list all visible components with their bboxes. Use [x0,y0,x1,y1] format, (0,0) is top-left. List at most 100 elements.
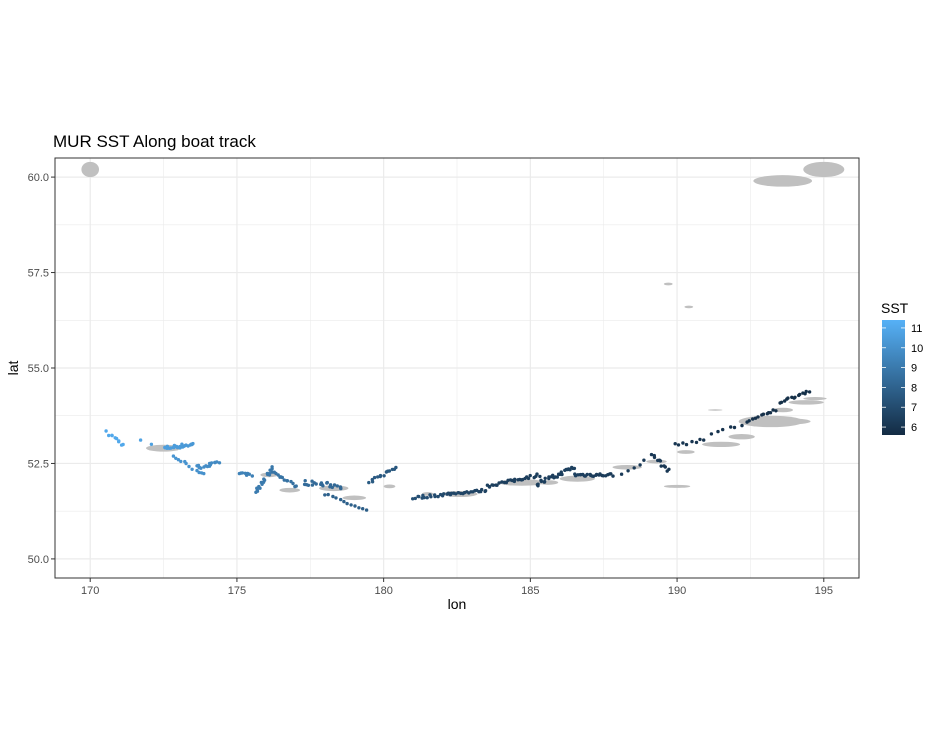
land-shape [279,487,301,493]
sst-point [110,433,114,438]
sst-point [330,485,334,490]
sst-point [285,479,290,483]
sst-point [694,440,699,445]
sst-point [681,441,685,445]
sst-point [367,480,371,485]
sst-point [422,495,426,500]
sst-point [114,436,119,441]
sst-point [345,501,349,506]
x-tick-label: 170 [81,585,99,597]
sst-point [560,472,564,477]
sst-point [353,504,357,508]
sst-point [310,483,315,487]
sst-point [332,483,337,487]
sst-point [442,492,446,496]
sst-point [247,472,251,476]
land-shape [684,305,694,309]
x-axis: 170 175 180 185 190 195 [81,578,833,597]
sst-point [417,494,421,499]
sst-point [240,471,245,475]
land-shape [728,434,755,440]
sst-point [169,446,173,450]
sst-point [721,427,725,432]
sst-point [138,438,143,442]
sst-point [255,489,260,493]
land-shape [663,484,691,488]
sst-point [807,390,812,394]
x-tick-label: 190 [668,585,686,597]
y-axis-title: lat [5,361,21,376]
legend-tick-label: 8 [911,382,917,394]
sst-point [495,483,499,487]
sst-point [282,478,286,482]
x-tick-label: 175 [228,585,246,597]
sst-point [334,496,338,500]
sst-point [178,444,182,449]
sst-point [104,429,108,433]
sst-point [357,506,361,510]
sst-point [804,389,808,394]
sst-point [659,464,663,468]
sst-point [543,476,547,480]
legend-colorbar [882,320,905,435]
sst-point [667,467,671,471]
legend-tick-label: 11 [911,323,922,335]
sst-point [585,472,589,477]
sst-point [497,481,501,485]
legend-tick-label: 7 [911,402,917,414]
sst-point [187,464,191,469]
sst-point [716,429,720,434]
sst-point [642,458,646,462]
y-tick-label: 57.5 [28,268,49,280]
land-shape [81,161,100,178]
sst-point [179,459,183,464]
y-tick-label: 50.0 [28,554,49,566]
sst-point [436,494,440,499]
sst-point [149,442,154,446]
sst-point [335,484,339,488]
sst-point [387,469,392,473]
legend-ticks: 6 7 8 9 10 11 [882,323,923,434]
y-tick-label: 60.0 [28,172,49,184]
sst-point [793,395,797,399]
sst-point [483,489,488,493]
sst-point [709,432,714,436]
sst-point [698,437,702,442]
y-tick-label: 55.0 [28,363,49,375]
sst-point [326,492,330,497]
sst-point [176,458,181,462]
sst-point [538,474,542,479]
sst-point [342,499,346,504]
sst-point [535,483,540,487]
sst-point [215,460,219,464]
land-shape [803,161,845,178]
sst-point [520,477,525,482]
sst-point [378,474,382,479]
sst-point [756,415,760,419]
sst-point [433,494,437,499]
sst-point [601,474,605,478]
x-axis-title: lon [448,596,467,612]
sst-point [339,497,343,502]
sst-point [652,455,657,460]
sst-point [632,466,636,470]
sst-point [270,467,274,471]
sst-point [611,474,615,478]
sst-point [690,439,694,444]
land-shape [383,484,396,489]
x-tick-label: 195 [815,585,833,597]
sst-point [576,473,580,477]
sst-point [535,472,539,476]
sst-point [751,417,755,421]
legend-title: SST [881,300,909,316]
sst-point [325,481,329,485]
sst-point [267,472,272,476]
land-shape [663,282,673,286]
sst-point [500,480,504,484]
sst-point [250,474,254,478]
sst-point [526,476,531,481]
sst-point [768,411,773,415]
sst-point [394,465,398,470]
sst-point [370,480,375,484]
